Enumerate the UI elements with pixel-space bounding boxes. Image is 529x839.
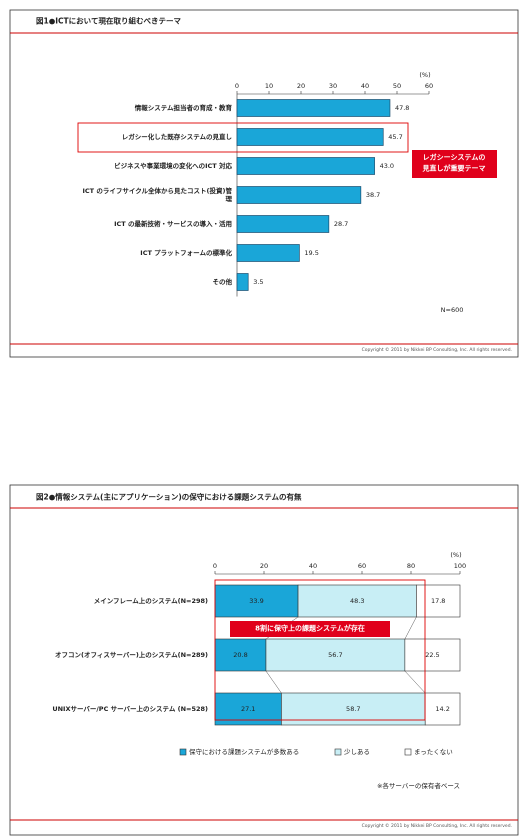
bar-segment <box>424 692 461 726</box>
value-label: 47.8 <box>394 103 410 112</box>
annotation-box <box>412 150 497 178</box>
x-tick-label: 10 <box>264 81 274 90</box>
x-tick-label: 0 <box>234 81 240 90</box>
bar-segment <box>404 638 461 672</box>
category-label: 情報システム担当者の育成・教育 <box>134 103 232 112</box>
legend-label: 少しある <box>344 747 370 756</box>
value-label: 28.7 <box>333 219 349 228</box>
x-tick-label: 0 <box>212 561 218 570</box>
connector <box>404 616 417 640</box>
x-tick-label: 80 <box>406 561 416 570</box>
value-label: 27.1 <box>240 704 256 713</box>
chart-title: 図2●情報システム(主にアプリケーション)の保守における課題システムの有無 <box>36 492 302 502</box>
note: ※各サーバーの保有者ベース <box>376 781 460 790</box>
value-label: 3.5 <box>253 277 264 286</box>
unit-label: (%) <box>419 70 431 79</box>
x-tick-label: 60 <box>357 561 367 570</box>
legend-swatch <box>404 748 412 756</box>
x-tick-label: 50 <box>392 81 402 90</box>
value-label: 58.7 <box>346 704 361 713</box>
legend-swatch <box>179 748 187 756</box>
value-label: 33.9 <box>249 596 264 605</box>
bar-segment <box>265 638 406 672</box>
legend-label: 保守における課題システムが多数ある <box>189 747 300 756</box>
x-tick-label: 40 <box>308 561 318 570</box>
value-label: 20.8 <box>233 650 248 659</box>
chart-frame <box>9 9 519 358</box>
category-label: UNIXサーバー/PC サーバー上のシステム (N=528) <box>52 704 208 713</box>
category-label: ICT のライフサイクル全体から見たコスト(投資)管理 <box>82 186 232 203</box>
category-label: レガシー化した既存システムの見直し <box>121 132 232 141</box>
value-label: 19.5 <box>304 248 319 257</box>
value-label: 45.7 <box>388 132 403 141</box>
x-tick-label: 100 <box>453 561 467 570</box>
annotation: 見直しが重要テーマ <box>422 164 486 173</box>
value-label: 22.5 <box>425 650 440 659</box>
annotation: レガシーシステムの <box>422 153 486 162</box>
value-label: 17.8 <box>430 596 446 605</box>
chart-title: 図1●ICTにおいて現在取り組むべきテーマ <box>36 16 181 26</box>
legend-swatch <box>334 748 342 756</box>
category-label: その他 <box>212 277 233 286</box>
copyright: Copyright © 2011 by Nikkei BP Consulting… <box>361 348 512 354</box>
bar-segment <box>214 638 267 672</box>
x-tick-label: 40 <box>360 81 370 90</box>
unit-label: (%) <box>450 550 462 559</box>
bar <box>236 157 375 175</box>
category-label: メインフレーム上のシステム(N=298) <box>93 596 208 605</box>
legend-label: まったくない <box>414 747 453 756</box>
bar <box>236 244 300 262</box>
connector <box>404 670 426 694</box>
x-tick-label: 20 <box>296 81 306 90</box>
value-label: 43.0 <box>379 161 395 170</box>
value-label: 56.7 <box>328 650 343 659</box>
bar <box>236 186 362 204</box>
annotation-box <box>230 621 390 637</box>
bar <box>236 128 384 146</box>
category-label: ICT プラットフォームの標準化 <box>140 248 232 257</box>
value-label: 38.7 <box>365 190 381 199</box>
value-label: 48.3 <box>349 596 365 605</box>
connector <box>265 670 282 694</box>
x-tick-label: 30 <box>328 81 338 90</box>
bar-segment <box>416 584 461 618</box>
bar <box>236 99 391 117</box>
copyright: Copyright © 2011 by Nikkei BP Consulting… <box>361 824 512 830</box>
x-tick-label: 60 <box>424 81 434 90</box>
category-label: ビジネスや事業環境の変化へのICT 対応 <box>114 161 232 170</box>
value-label: 14.2 <box>435 704 450 713</box>
x-tick-label: 20 <box>259 561 269 570</box>
highlight-box <box>77 122 409 153</box>
category-label: ICT の最新技術・サービスの導入・活用 <box>114 219 232 228</box>
bar <box>236 273 249 291</box>
note: N=600 <box>440 305 464 314</box>
bar <box>236 215 330 233</box>
chart-frame <box>9 484 519 836</box>
highlight-box <box>214 579 426 721</box>
category-label: オフコン(オフィスサーバー)上のシステム(N=289) <box>55 650 208 659</box>
annotation: 8割に保守上の課題システムが存在 <box>255 624 365 633</box>
